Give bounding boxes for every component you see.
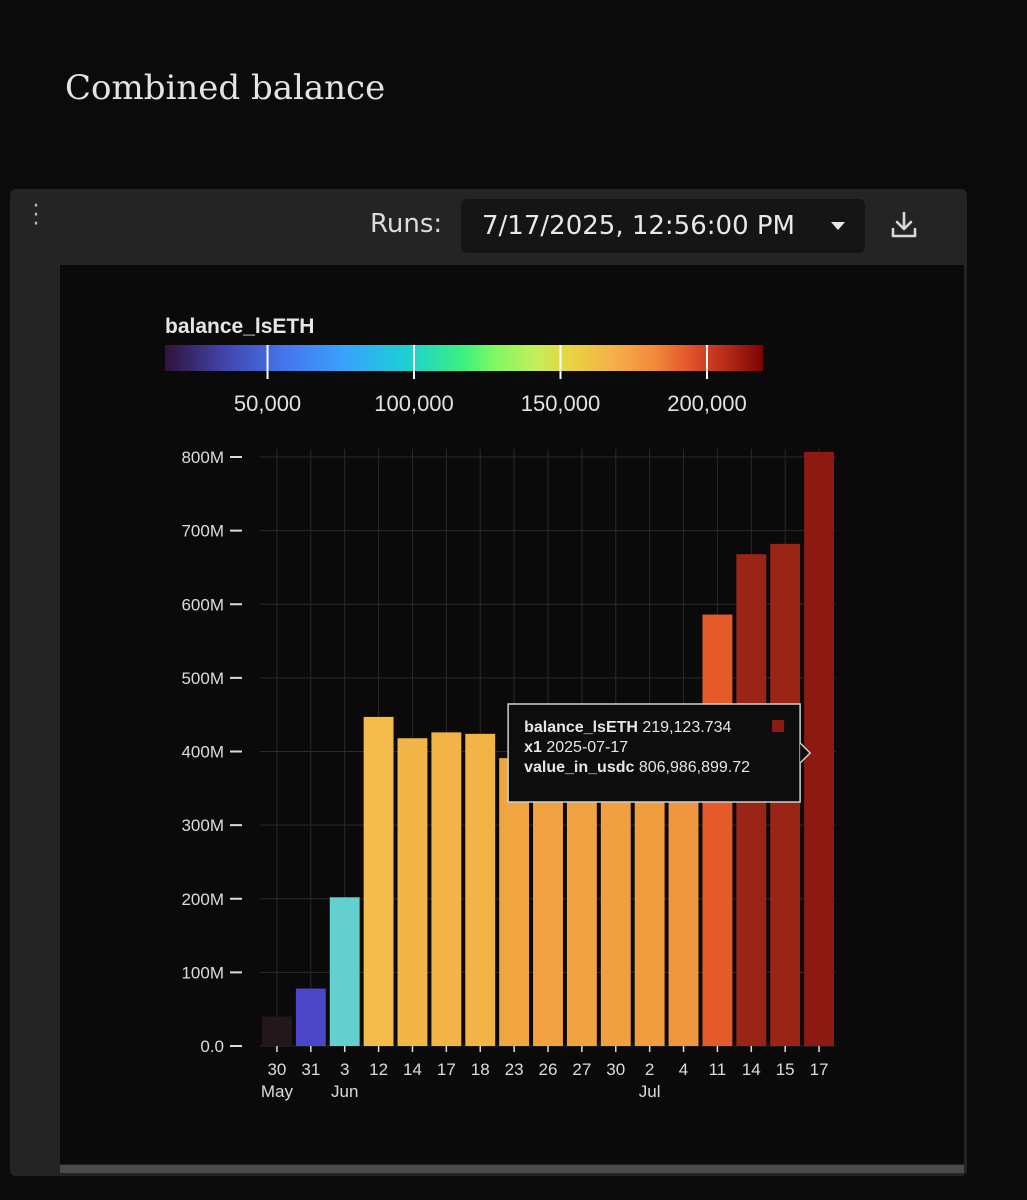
- x-tick-label: 14: [742, 1060, 761, 1079]
- color-legend-title: balance_lsETH: [165, 315, 314, 338]
- x-tick-label: 30: [606, 1060, 625, 1079]
- chart-area: balance_lsETH 50,000 100,000 150,000 200,000…: [60, 265, 964, 1164]
- y-tick-label: 0.0: [200, 1037, 224, 1056]
- bar: [363, 716, 394, 1046]
- x-month-label: May: [261, 1082, 294, 1101]
- tooltip-row: value_in_usdc 806,986,899.72: [524, 759, 750, 776]
- x-tick-label: 30: [267, 1060, 286, 1079]
- runs-label: Runs:: [370, 209, 443, 239]
- tooltip-value: 219,123.734: [638, 719, 732, 736]
- chart-panel: · · · Runs: 7/17/2025, 12:56:00 PM balance…: [10, 189, 967, 1176]
- x-tick-label: 11: [709, 1060, 727, 1079]
- bar: [804, 451, 834, 1046]
- chevron-down-icon: [831, 222, 845, 230]
- x-month-label: Jun: [331, 1082, 358, 1101]
- bar: [702, 614, 733, 1046]
- y-tick-label: 800M: [181, 448, 224, 467]
- color-legend-bar: [165, 345, 763, 371]
- y-tick-label: 700M: [181, 522, 224, 541]
- bar: [262, 1016, 292, 1046]
- x-tick-label: 2: [645, 1060, 654, 1079]
- x-tick-label: 31: [301, 1060, 320, 1079]
- page-title: Combined balance: [65, 68, 386, 108]
- tooltip-value: 806,986,899.72: [634, 759, 750, 776]
- tooltip-key: balance_lsETH: [524, 719, 638, 736]
- x-tick-label: 26: [539, 1060, 558, 1079]
- tooltip-row: balance_lsETH 219,123.734: [524, 719, 731, 736]
- color-legend-tick-label: 200,000: [667, 391, 747, 416]
- y-tick-label: 500M: [181, 669, 224, 688]
- y-tick-label: 200M: [181, 890, 224, 909]
- bar: [465, 733, 496, 1046]
- vertical-dots-icon[interactable]: · · ·: [32, 194, 40, 237]
- color-legend-tick-label: 150,000: [521, 391, 601, 416]
- x-tick-label: 15: [776, 1060, 795, 1079]
- bar-chart: balance_lsETH 50,000 100,000 150,000 200,000…: [165, 315, 836, 1101]
- color-legend-tick-label: 100,000: [374, 391, 454, 416]
- runs-select-value: 7/17/2025, 12:56:00 PM: [482, 211, 795, 241]
- x-tick-label: 3: [340, 1060, 349, 1079]
- bar: [600, 763, 631, 1046]
- tooltip-row: x1 2025-07-17: [524, 739, 628, 756]
- x-tick-label: 17: [437, 1060, 456, 1079]
- bar: [295, 988, 326, 1046]
- x-tick-label: 23: [505, 1060, 524, 1079]
- y-tick-label: 400M: [181, 743, 224, 762]
- x-tick-label: 14: [403, 1060, 422, 1079]
- color-legend-tick-label: 50,000: [234, 391, 301, 416]
- bar: [431, 732, 462, 1046]
- y-tick-label: 300M: [181, 816, 224, 835]
- y-tick-label: 100M: [181, 963, 224, 982]
- bar: [566, 762, 597, 1046]
- x-tick-label: 18: [471, 1060, 490, 1079]
- x-tick-label: 17: [810, 1060, 829, 1079]
- x-tick-label: 4: [679, 1060, 688, 1079]
- x-tick-label: 27: [572, 1060, 591, 1079]
- x-month-label: Jul: [639, 1082, 661, 1101]
- bar: [329, 897, 360, 1046]
- tooltip-key: value_in_usdc: [524, 759, 634, 776]
- tooltip-key: x1: [524, 739, 542, 756]
- tooltip-box: [507, 703, 801, 803]
- y-tick-label: 600M: [181, 595, 224, 614]
- tooltip-pointer: [799, 742, 812, 764]
- bar: [499, 758, 530, 1046]
- x-tick-label: 12: [369, 1060, 388, 1079]
- bar: [533, 762, 563, 1046]
- tooltip-value: 2025-07-17: [542, 739, 628, 756]
- bar: [397, 738, 428, 1046]
- download-button[interactable]: [886, 207, 922, 243]
- download-icon: [891, 211, 917, 238]
- tooltip-swatch: [772, 720, 785, 732]
- bar: [634, 766, 665, 1046]
- horizontal-scrollbar[interactable]: [60, 1165, 964, 1173]
- runs-select[interactable]: 7/17/2025, 12:56:00 PM: [461, 199, 865, 253]
